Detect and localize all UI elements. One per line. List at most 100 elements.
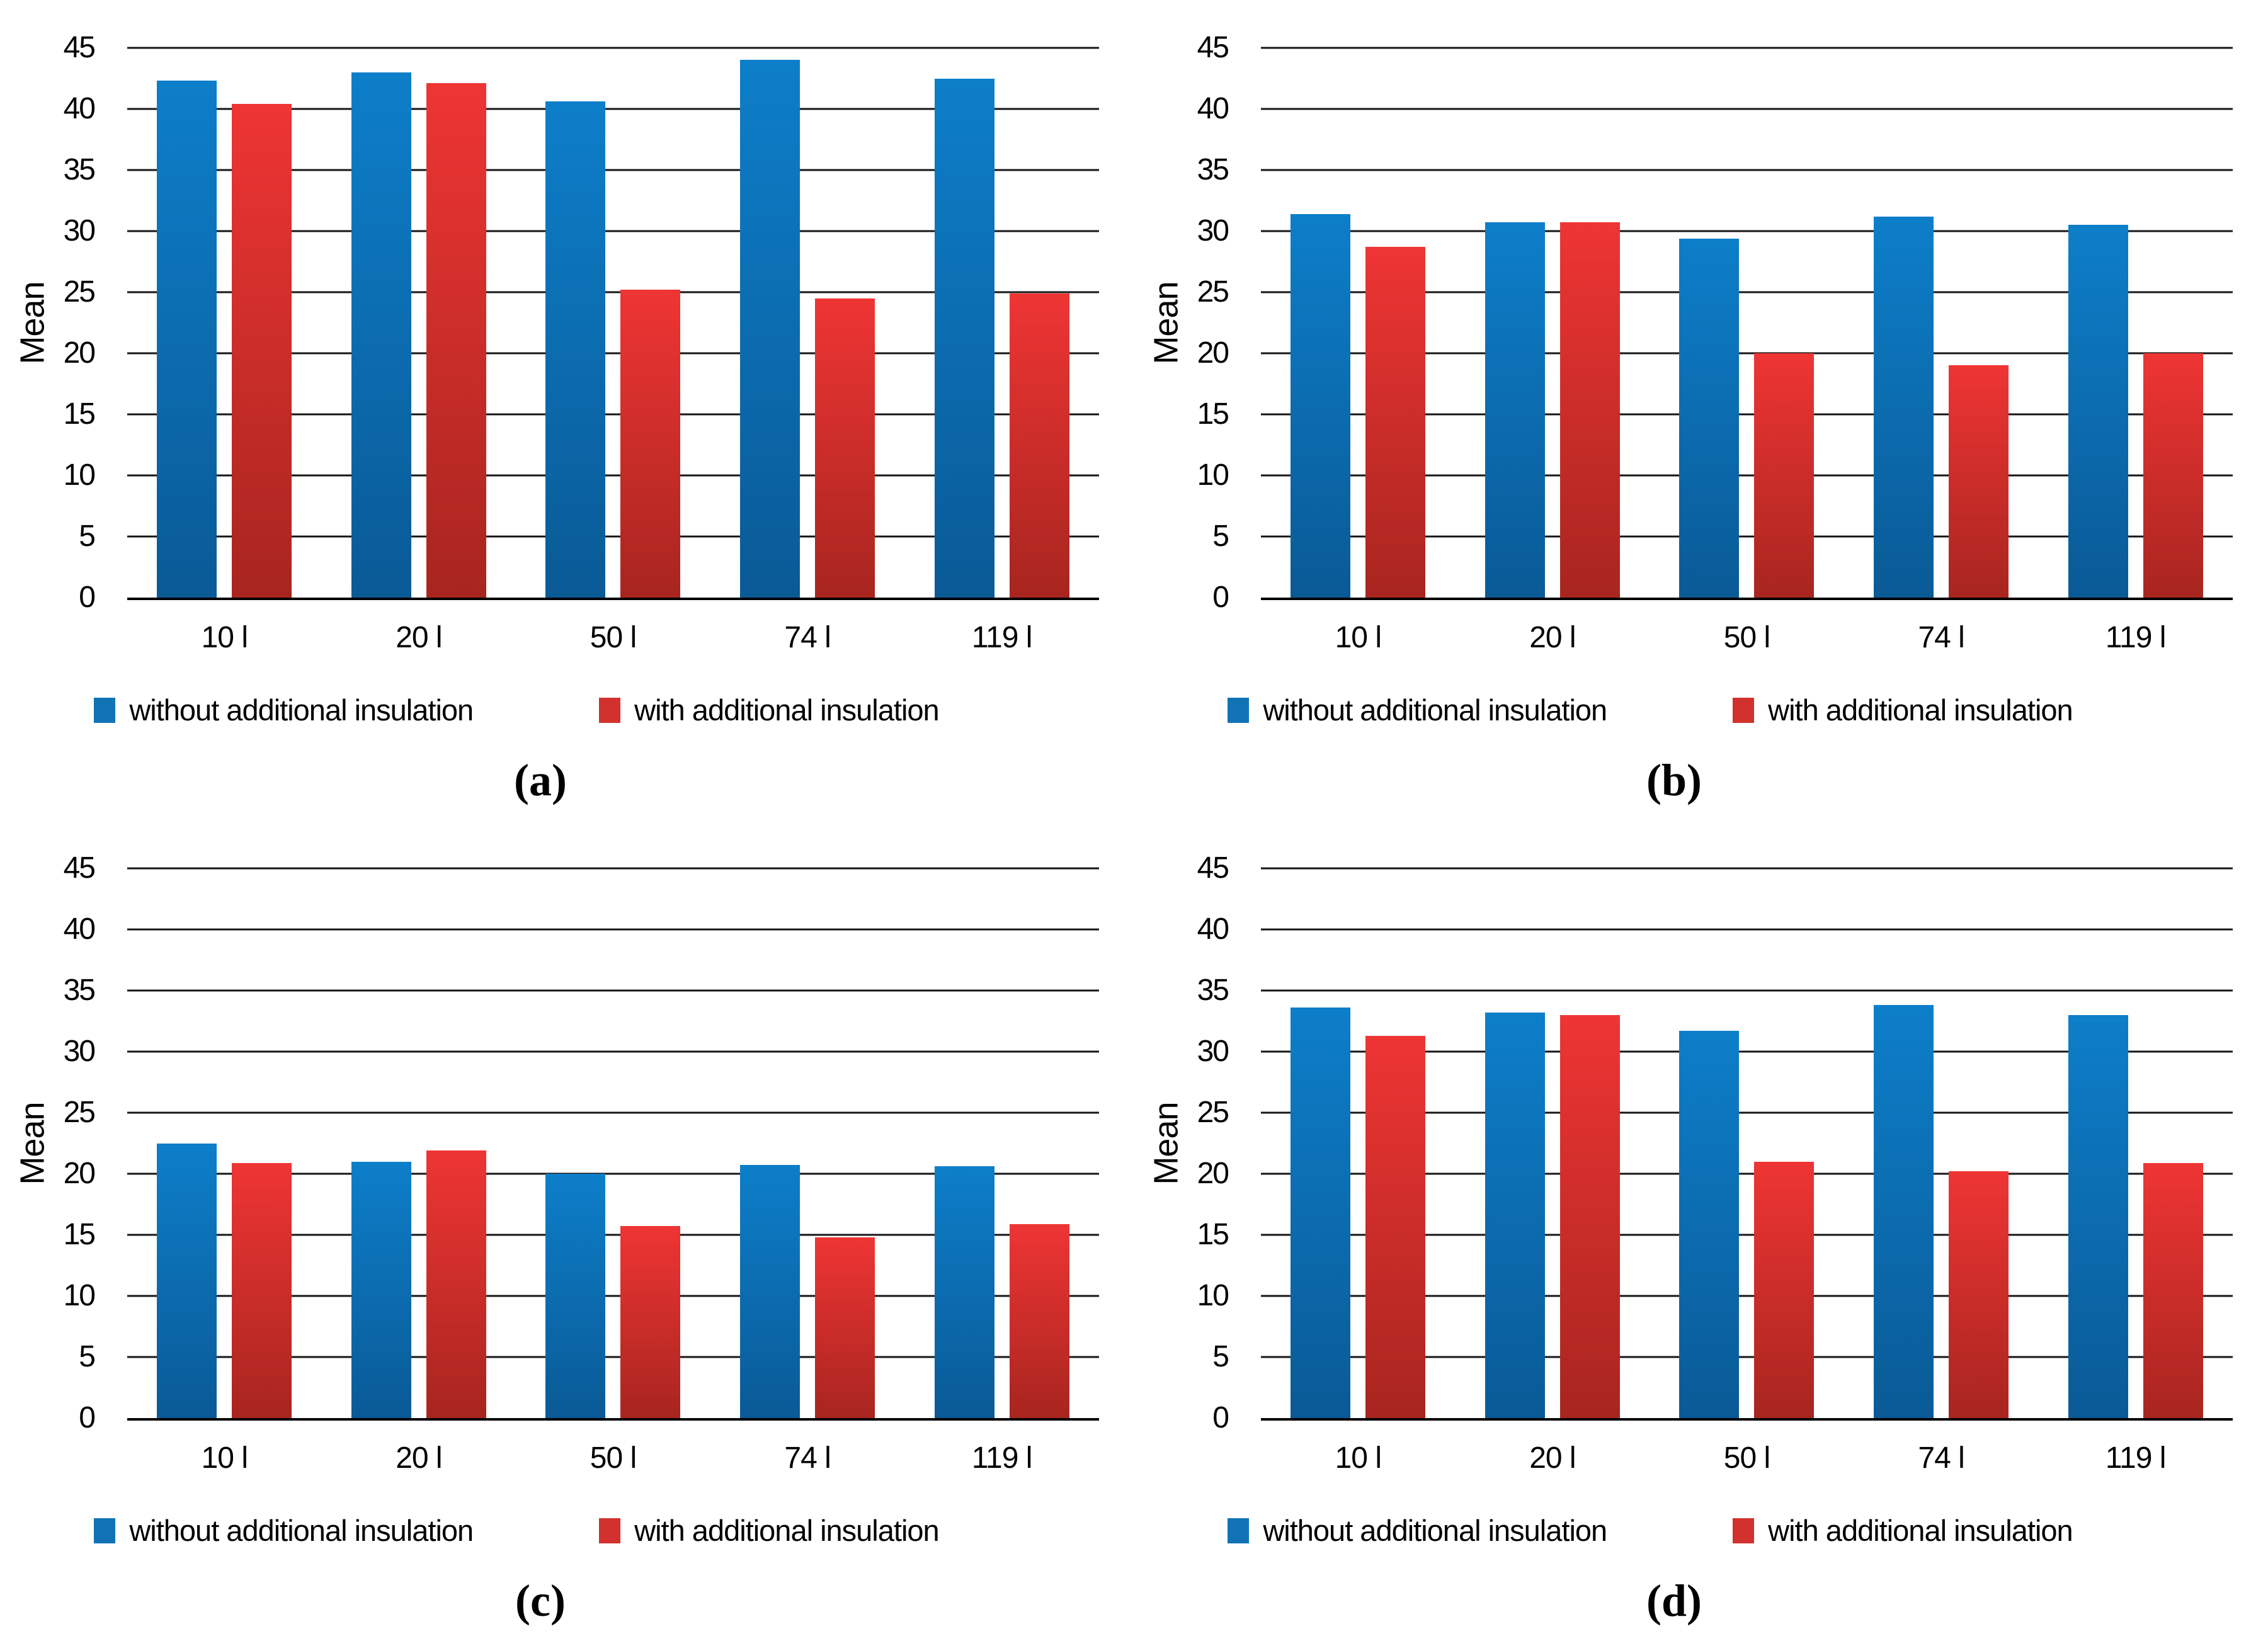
bar-with-insulation: [232, 1162, 292, 1418]
bar-without-insulation: [351, 72, 411, 598]
x-tick-label: 74 l: [784, 621, 831, 654]
gridline: [1261, 1111, 2233, 1114]
y-tick-label: 45: [1197, 851, 1229, 885]
legend-label: without additional insulation: [1263, 1514, 1607, 1547]
x-tick-label: 119 l: [2105, 1441, 2167, 1475]
y-axis-ticks: 0 5 10 15 20 25 30 35 40 45: [1134, 853, 1229, 1433]
panel-caption: (b): [1646, 755, 1702, 805]
bar-with-insulation: [2143, 1162, 2203, 1418]
panel-caption: (c): [515, 1576, 566, 1626]
gridline: [1261, 867, 2233, 870]
bar-with-insulation: [815, 298, 875, 598]
y-tick-label: 25: [1197, 1096, 1229, 1129]
chart-panel-a: Mean 0 5 10 15 20 25 30 35 40 45 10 l 20 l 50 l 74 l…: [0, 0, 1134, 821]
bar-without-insulation: [934, 78, 994, 598]
x-axis-line: [127, 1418, 1099, 1421]
x-axis-labels: 10 l 20 l 50 l 74 l 119 l: [1261, 620, 2233, 655]
chart-panel-c: Mean 0 5 10 15 20 25 30 35 40 45 10 l 20 l 50 l 74 l…: [0, 821, 1134, 1641]
y-tick-label: 15: [63, 1217, 96, 1251]
legend-item-without-insulation: without additional insulation: [1228, 693, 1607, 727]
bar-groups: [1261, 868, 2233, 1418]
x-tick-label: 74 l: [784, 1441, 831, 1475]
chart-panel-b: Mean 0 5 10 15 20 25 30 35 40 45 10 l 20 l 50 l 74 l…: [1134, 0, 2267, 821]
x-axis-labels: 10 l 20 l 50 l 74 l 119 l: [127, 1441, 1099, 1475]
bar-without-insulation: [1484, 222, 1545, 598]
legend-swatch-red: [1733, 697, 1755, 723]
legend-label: without additional insulation: [1263, 693, 1607, 727]
bar-without-insulation: [1679, 1031, 1740, 1418]
panel-caption: (d): [1646, 1576, 1702, 1626]
bar-with-insulation: [426, 1150, 486, 1418]
y-tick-label: 20: [63, 1157, 96, 1190]
gridline: [127, 413, 1099, 416]
legend-swatch-blue: [94, 1518, 116, 1543]
bar-with-insulation: [1559, 222, 1620, 598]
gridline: [1261, 1050, 2233, 1053]
x-axis-line: [1261, 1418, 2233, 1421]
gridline: [1261, 108, 2233, 110]
chart-panel-d: Mean 0 5 10 15 20 25 30 35 40 45 10 l 20 l 50 l 74 l…: [1134, 821, 2267, 1641]
bar-without-insulation: [934, 1166, 994, 1418]
y-tick-label: 5: [79, 1340, 96, 1373]
y-tick-label: 30: [1197, 1034, 1229, 1068]
panel-caption: (a): [514, 755, 567, 805]
bar-with-insulation: [1365, 1035, 1426, 1418]
gridline: [127, 291, 1099, 293]
y-tick-label: 15: [1197, 397, 1229, 431]
legend-item-with-insulation: with additional insulation: [599, 693, 940, 727]
y-tick-label: 35: [1197, 153, 1229, 186]
bar-group: [127, 48, 322, 598]
bar-with-insulation: [1754, 1161, 1815, 1418]
x-tick-label: 74 l: [1918, 1441, 1964, 1475]
gridline: [127, 928, 1099, 931]
gridline: [127, 989, 1099, 992]
chart-area: Mean 0 5 10 15 20 25 30 35 40 45: [1134, 853, 2233, 1433]
bar-group: [710, 868, 905, 1418]
y-tick-label: 40: [63, 92, 96, 125]
legend-item-with-insulation: with additional insulation: [599, 1513, 940, 1548]
bar-without-insulation: [545, 101, 606, 598]
legend: without additional insulation with addit…: [1083, 1513, 2217, 1548]
bar-group: [1650, 868, 1844, 1418]
gridline: [1261, 989, 2233, 992]
y-tick-label: 25: [63, 275, 96, 309]
x-tick-label: 10 l: [1335, 621, 1382, 654]
gridline: [127, 867, 1099, 870]
gridline: [1261, 291, 2233, 293]
x-tick-label: 74 l: [1918, 621, 1964, 654]
y-axis-ticks: 0 5 10 15 20 25 30 35 40 45: [0, 853, 96, 1433]
legend-swatch-blue: [94, 697, 116, 723]
plot-area: [1261, 47, 2233, 600]
legend-swatch-red: [599, 1518, 621, 1543]
x-axis-line: [127, 598, 1099, 600]
gridline: [127, 1356, 1099, 1358]
gridline: [1261, 352, 2233, 355]
bar-without-insulation: [157, 1143, 217, 1418]
bar-groups: [127, 868, 1099, 1418]
y-tick-label: 45: [1197, 31, 1229, 64]
gridline: [127, 1111, 1099, 1114]
chart-area: Mean 0 5 10 15 20 25 30 35 40 45: [0, 33, 1099, 613]
bar-groups: [127, 48, 1099, 598]
bar-with-insulation: [232, 104, 292, 598]
legend-item-without-insulation: without additional insulation: [94, 1513, 474, 1548]
y-tick-label: 10: [1197, 458, 1229, 492]
bar-group: [1261, 48, 1456, 598]
gridline: [1261, 474, 2233, 477]
bar-without-insulation: [2068, 1014, 2128, 1418]
bar-group: [127, 868, 322, 1418]
y-tick-label: 35: [63, 974, 96, 1007]
bar-with-insulation: [620, 290, 681, 598]
y-tick-label: 10: [1197, 1279, 1229, 1312]
gridline: [1261, 230, 2233, 232]
y-tick-label: 0: [1212, 581, 1229, 614]
y-tick-label: 25: [63, 1096, 96, 1129]
gridline: [127, 47, 1099, 49]
bar-with-insulation: [1754, 353, 1815, 598]
x-tick-label: 50 l: [590, 1441, 637, 1475]
y-axis-ticks: 0 5 10 15 20 25 30 35 40 45: [0, 33, 96, 613]
bar-group: [1650, 48, 1844, 598]
y-tick-label: 25: [1197, 275, 1229, 309]
legend: without additional insulation with addit…: [0, 1513, 1083, 1548]
x-axis-labels: 10 l 20 l 50 l 74 l 119 l: [127, 620, 1099, 655]
